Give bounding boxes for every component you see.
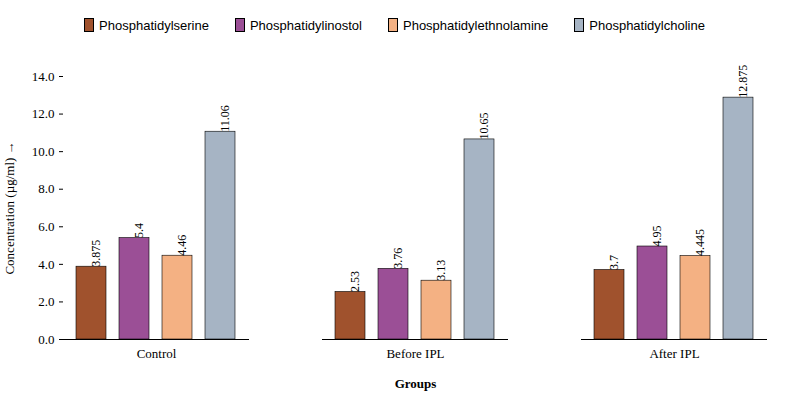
svg-text:Before IPL: Before IPL [386,346,444,361]
html-text:Phosphatidylethnolamine: Phosphatidylethnolamine [403,17,549,33]
svg-text:4.445: 4.445 [693,229,707,256]
svg-text:4.95: 4.95 [650,226,664,247]
svg-text:2.0: 2.0 [38,294,54,309]
svg-text:6.0: 6.0 [38,219,54,234]
svg-text:3.76: 3.76 [391,248,405,269]
svg-text:4.46: 4.46 [175,235,189,256]
svg-text:Concentration (µg/ml) →: Concentration (µg/ml) → [2,141,17,274]
svg-text:12.875: 12.875 [736,65,750,98]
svg-text:After IPL: After IPL [649,346,699,361]
svg-text:Control: Control [137,346,177,361]
svg-text:10.65: 10.65 [477,112,491,139]
svg-text:0.0: 0.0 [38,332,54,347]
svg-text:2.53: 2.53 [348,271,362,292]
html-text:Phosphatidylinostol: Phosphatidylinostol [250,17,362,33]
svg-text:11.06: 11.06 [218,105,232,132]
svg-text:3.7: 3.7 [607,255,621,270]
svg-text:14.0: 14.0 [32,69,55,84]
svg-text:10.0: 10.0 [32,144,55,159]
svg-text:3.875: 3.875 [89,240,103,267]
svg-text:8.0: 8.0 [38,181,54,196]
svg-text:4.0: 4.0 [38,257,54,272]
html-text:Phosphatidylserine: Phosphatidylserine [99,17,209,33]
svg-text:3.13: 3.13 [434,260,448,281]
svg-text:5.4: 5.4 [132,223,146,238]
html-text:Phosphatidylcholine: Phosphatidylcholine [589,17,705,33]
svg-text:12.0: 12.0 [32,106,55,121]
svg-text:Groups: Groups [395,376,437,391]
